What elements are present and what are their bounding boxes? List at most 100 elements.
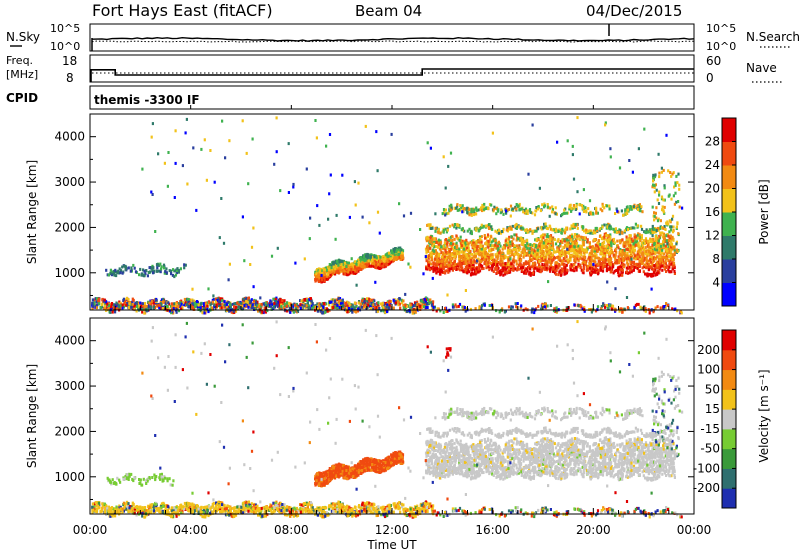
range-cell bbox=[675, 184, 677, 187]
range-cell bbox=[456, 252, 458, 255]
range-cell bbox=[540, 209, 542, 212]
range-cell bbox=[438, 239, 440, 242]
range-cell bbox=[676, 181, 678, 184]
range-cell bbox=[601, 237, 603, 240]
range-cell bbox=[183, 266, 185, 269]
range-cell bbox=[673, 194, 675, 197]
range-cell bbox=[478, 229, 480, 232]
range-cell bbox=[598, 240, 600, 243]
range-cell bbox=[386, 260, 388, 263]
range-cell bbox=[626, 236, 628, 239]
range-cell bbox=[592, 246, 594, 249]
range-cell bbox=[608, 205, 610, 208]
range-cell bbox=[324, 268, 326, 271]
range-cell bbox=[574, 251, 576, 254]
range-cell bbox=[323, 276, 325, 279]
range-cell bbox=[481, 241, 483, 244]
range-cell bbox=[473, 272, 475, 275]
range-cell bbox=[566, 264, 568, 267]
range-cell bbox=[457, 209, 459, 212]
range-cell bbox=[654, 257, 656, 260]
range-cell bbox=[466, 255, 468, 258]
range-cell bbox=[459, 255, 461, 258]
range-cell bbox=[172, 268, 174, 271]
range-cell bbox=[676, 222, 678, 225]
range-cell bbox=[446, 243, 448, 246]
range-cell bbox=[472, 267, 474, 270]
range-cell bbox=[666, 265, 668, 268]
range-cell bbox=[601, 246, 603, 249]
range-cell bbox=[163, 266, 165, 269]
range-cell bbox=[338, 272, 340, 275]
noise-search-label: N.Search bbox=[746, 30, 800, 44]
range-cell bbox=[549, 268, 551, 271]
date-title: 04/Dec/2015 bbox=[586, 2, 682, 20]
range-cell bbox=[639, 209, 641, 212]
range-cell bbox=[504, 271, 506, 274]
range-cell bbox=[652, 234, 654, 237]
range-cell bbox=[622, 214, 624, 217]
range-cell bbox=[616, 259, 618, 262]
range-cell bbox=[498, 251, 500, 254]
range-cell bbox=[429, 268, 431, 271]
range-cell bbox=[504, 262, 506, 265]
noise-left-tick-top: 10^5 bbox=[50, 22, 80, 35]
range-cell bbox=[605, 259, 607, 262]
range-cell bbox=[110, 269, 112, 272]
range-cell bbox=[447, 229, 449, 232]
range-cell bbox=[627, 228, 629, 231]
range-cell bbox=[618, 231, 620, 234]
range-cell bbox=[136, 305, 138, 308]
range-cell bbox=[434, 237, 436, 240]
range-cell bbox=[505, 268, 507, 271]
range-cell bbox=[379, 267, 381, 270]
range-cell bbox=[535, 244, 537, 247]
range-cell bbox=[661, 252, 663, 255]
range-cell bbox=[468, 270, 470, 273]
range-cell bbox=[592, 213, 594, 216]
range-cell bbox=[552, 241, 554, 244]
range-cell bbox=[669, 219, 671, 222]
range-cell bbox=[652, 225, 654, 228]
range-cell bbox=[506, 229, 508, 232]
range-cell bbox=[471, 208, 473, 211]
range-cell bbox=[143, 274, 145, 277]
range-cell bbox=[523, 240, 525, 243]
range-cell bbox=[581, 258, 583, 261]
range-cell bbox=[534, 250, 536, 253]
range-cell bbox=[557, 249, 559, 252]
range-cell bbox=[555, 212, 557, 215]
range-cell bbox=[534, 230, 536, 233]
range-cell bbox=[661, 231, 663, 234]
range-cell bbox=[395, 251, 397, 254]
beam-title: Beam 04 bbox=[355, 2, 422, 20]
range-cell bbox=[483, 262, 485, 265]
range-cell bbox=[488, 240, 490, 243]
range-cell bbox=[450, 209, 452, 212]
range-cell bbox=[627, 209, 629, 212]
range-cell bbox=[563, 257, 565, 260]
range-cell bbox=[497, 247, 499, 250]
range-cell bbox=[370, 255, 372, 258]
range-cell bbox=[492, 248, 494, 251]
range-cell bbox=[380, 302, 382, 305]
range-cell bbox=[664, 228, 666, 231]
range-cell bbox=[432, 249, 434, 252]
range-cell bbox=[566, 239, 568, 242]
range-cell bbox=[662, 205, 664, 208]
range-cell bbox=[429, 247, 431, 250]
range-cell bbox=[551, 247, 553, 250]
range-cell bbox=[600, 266, 602, 269]
range-cell bbox=[660, 245, 662, 248]
range-cell bbox=[665, 234, 667, 237]
range-cell bbox=[443, 229, 445, 232]
range-cell bbox=[461, 251, 463, 254]
range-cell bbox=[575, 223, 577, 226]
range-cell bbox=[213, 303, 215, 306]
range-cell bbox=[467, 249, 469, 252]
range-cell bbox=[603, 206, 605, 209]
range-cell bbox=[122, 272, 124, 275]
range-cell bbox=[470, 259, 472, 262]
range-cell bbox=[544, 204, 546, 207]
range-cell bbox=[532, 272, 534, 275]
